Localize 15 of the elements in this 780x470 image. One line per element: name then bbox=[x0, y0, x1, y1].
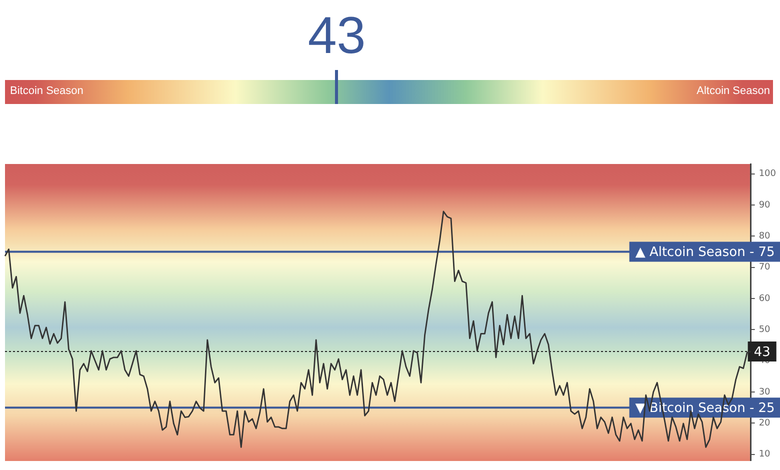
ref-line-label: ▲ Altcoin Season - 75 bbox=[635, 245, 775, 260]
ref-line-label: 43 bbox=[754, 344, 770, 360]
y-tick-label: 80 bbox=[758, 231, 771, 242]
y-tick-label: 20 bbox=[758, 418, 771, 429]
text: Altcoin Season bbox=[696, 85, 770, 97]
y-tick-label: 50 bbox=[758, 324, 771, 335]
ref-line-label: ▼ Bitcoin Season - 25 bbox=[635, 400, 775, 416]
y-tick-label: 30 bbox=[758, 387, 771, 398]
y-tick-label: 90 bbox=[758, 200, 771, 210]
y-tick-label: 60 bbox=[758, 294, 771, 304]
y-tick-label: 100 bbox=[758, 169, 776, 180]
y-tick-label: 70 bbox=[758, 262, 771, 273]
y-tick-label: 10 bbox=[758, 450, 771, 460]
text: Bitcoin Season bbox=[10, 85, 84, 97]
text: 43 bbox=[308, 7, 366, 65]
